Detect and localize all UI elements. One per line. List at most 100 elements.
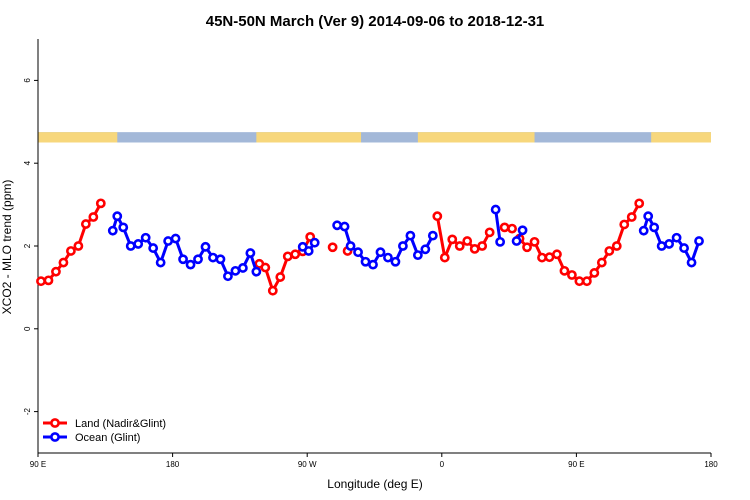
data-point (360, 256, 371, 267)
data-point (275, 272, 286, 282)
data-point (368, 259, 378, 270)
data-point (230, 265, 241, 276)
data-point (664, 239, 675, 249)
data-point (178, 254, 188, 265)
data-point (80, 219, 91, 229)
data-point (447, 234, 458, 245)
plot-area (36, 39, 711, 454)
data-point (383, 252, 393, 263)
data-point (118, 222, 129, 233)
data-point (237, 263, 248, 273)
legend: Land (Nadir&Glint) Ocean (Glint) (43, 418, 166, 444)
data-point (671, 232, 682, 243)
data-point (125, 241, 136, 251)
data-point (634, 198, 645, 209)
x-tick-label: 180 (704, 460, 718, 469)
data-point (327, 242, 338, 253)
data-point (390, 256, 401, 267)
series-line (435, 215, 491, 260)
data-point (88, 212, 99, 222)
data-point (412, 250, 423, 261)
data-point (58, 257, 69, 268)
data-point (552, 249, 562, 260)
y-tick-label: 4 (23, 160, 32, 165)
x-tick-label: 180 (166, 460, 180, 469)
series-land (36, 198, 645, 296)
data-point (163, 236, 174, 246)
data-point (484, 227, 495, 238)
y-tick-label: 0 (23, 326, 32, 331)
data-point (36, 276, 46, 287)
series-line (494, 209, 502, 243)
data-point (596, 257, 607, 268)
data-point (420, 244, 431, 255)
data-point (490, 204, 501, 215)
data-point (245, 248, 256, 258)
data-point (499, 222, 510, 233)
data-point (332, 220, 343, 231)
data-point (626, 212, 637, 222)
map-land-band (256, 132, 362, 143)
data-point (339, 221, 350, 232)
data-point (427, 230, 438, 241)
data-point (140, 232, 151, 243)
data-point (611, 241, 622, 251)
data-point (155, 257, 166, 268)
data-point (193, 254, 203, 265)
data-point (303, 246, 314, 256)
data-point (477, 241, 488, 251)
map-strip (38, 132, 711, 143)
data-point (398, 241, 408, 251)
data-point (432, 211, 443, 222)
data-point (170, 233, 181, 244)
data-point (66, 246, 76, 256)
data-point (43, 275, 54, 286)
legend-marker (50, 418, 60, 428)
data-point (200, 241, 211, 252)
x-tick-label: 0 (440, 460, 445, 469)
map-ocean-band (38, 132, 711, 143)
data-point (282, 251, 293, 262)
map-land-band (38, 132, 118, 143)
data-point (251, 266, 262, 277)
y-tick-label: 2 (23, 243, 32, 248)
data-point (559, 265, 570, 276)
data-point (649, 222, 660, 233)
data-point (454, 241, 465, 251)
x-tick-label: 90 W (298, 460, 317, 469)
data-point (73, 241, 84, 251)
data-point (656, 241, 667, 251)
data-point (133, 239, 144, 249)
x-tick-label: 90 E (568, 460, 584, 469)
map-land-band (651, 132, 711, 143)
data-point (185, 259, 196, 270)
data-point (469, 243, 480, 254)
data-point (107, 225, 118, 236)
data-point (544, 252, 555, 263)
data-point (679, 243, 689, 253)
data-point (574, 276, 585, 287)
y-axis: -2 0 2 4 6 (23, 78, 38, 415)
data-point (537, 252, 547, 263)
data-point (208, 252, 218, 263)
y-axis-label: XCO2 - MLO trend (ppm) (0, 180, 14, 315)
data-point (589, 268, 600, 278)
data-point (604, 246, 615, 256)
data-point (267, 285, 278, 296)
data-point (567, 270, 577, 280)
legend-label: Land (Nadir&Glint) (75, 418, 166, 430)
data-point (353, 247, 363, 258)
data-point (643, 211, 654, 222)
data-point (694, 236, 704, 246)
chart-title: 45N-50N March (Ver 9) 2014-09-06 to 2018… (206, 13, 545, 30)
data-point (95, 198, 106, 209)
data-point (260, 262, 271, 273)
data-point (112, 211, 123, 222)
y-tick-label: 6 (23, 78, 32, 83)
data-point (517, 225, 528, 236)
y-tick-label: -2 (23, 407, 32, 415)
data-point (375, 247, 386, 258)
data-point (51, 266, 61, 277)
data-point (522, 242, 532, 253)
data-point (148, 243, 159, 253)
